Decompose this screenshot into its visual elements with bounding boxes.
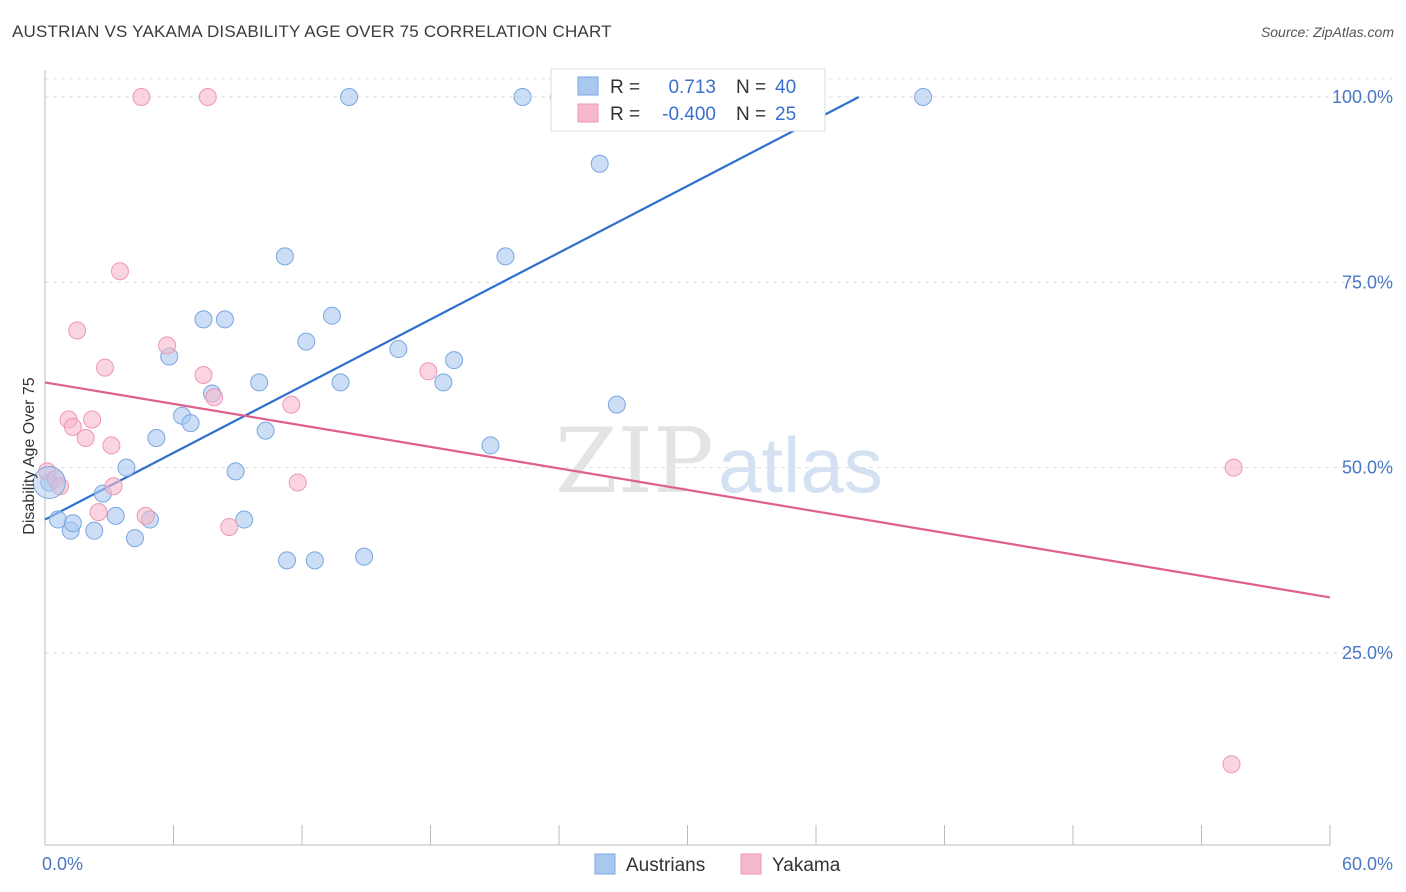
austrians-point-24 [305, 551, 324, 570]
axes: 25.0% 50.0% 75.0% 100.0% 0.0% 60.0% [42, 70, 1393, 874]
austrians-point-13 [181, 414, 200, 433]
legend-swatch-austrians [577, 76, 599, 96]
yakama-point-5 [68, 321, 87, 340]
trend-lines [44, 96, 1331, 599]
yakama-point-19 [220, 517, 239, 536]
yakama-point-18 [205, 388, 224, 407]
austrians-point-18 [235, 510, 254, 529]
legend-n-value-yakama: 25 [775, 104, 796, 125]
yakama-point-20 [282, 395, 301, 414]
austrians-point-32 [481, 436, 500, 455]
bottom-legend: Austrians Yakama [594, 853, 841, 876]
austrians-point-14 [194, 310, 213, 329]
y-tick-label-25: 25.0% [1342, 643, 1393, 663]
legend-n-label-austrians: N = [736, 77, 766, 98]
austrians-point-34 [513, 88, 532, 106]
watermark-atlas: atlas [718, 421, 883, 509]
austrians-point-33 [496, 247, 515, 266]
bottom-legend-swatch-austrians [594, 853, 616, 875]
y-tick-label-50: 50.0% [1342, 458, 1393, 478]
austrians-point-20 [256, 421, 275, 440]
austrians-trend-line [44, 96, 860, 521]
grid-lines [45, 78, 1392, 654]
yakama-point-16 [194, 366, 213, 384]
chart-title: AUSTRIAN VS YAKAMA DISABILITY AGE OVER 7… [12, 22, 612, 41]
yakama-point-24 [1222, 755, 1241, 774]
austrians-point-29 [389, 340, 408, 359]
austrians-point-22 [278, 551, 297, 570]
legend-n-value-austrians: 40 [775, 77, 796, 98]
legend: R = 0.713 N = 40 R = -0.400 N = 25 [550, 68, 826, 132]
yakama-point-23 [1224, 458, 1243, 477]
watermark: ZIP atlas [555, 409, 883, 514]
austrians-point-37 [607, 395, 626, 414]
austrians-point-30 [434, 373, 453, 392]
legend-swatch-yakama [577, 103, 599, 123]
austrians-point-36 [590, 154, 609, 173]
austrians-point-31 [445, 351, 464, 370]
legend-r-value-austrians: 0.713 [668, 77, 716, 98]
austrians-point-27 [340, 88, 359, 106]
bottom-legend-label-austrians: Austrians [626, 855, 705, 876]
austrians-point-19 [250, 373, 269, 392]
austrians-point-6 [106, 506, 125, 525]
austrians-point-17 [226, 462, 245, 481]
watermark-zip: ZIP [555, 409, 714, 514]
yakama-trend-line [44, 381, 1331, 599]
yakama-point-11 [104, 477, 123, 496]
bottom-legend-label-yakama: Yakama [772, 855, 841, 876]
austrians-point-7 [117, 458, 136, 477]
yakama-point-17 [198, 88, 217, 106]
y-tick-label-75: 75.0% [1342, 272, 1393, 292]
yakama-point-14 [136, 506, 155, 525]
austrians-point-3 [63, 514, 82, 533]
austrians-point-21 [275, 247, 294, 266]
legend-r-label-yakama: R = [610, 104, 640, 125]
bottom-legend-swatch-yakama [740, 853, 762, 875]
austrians-point-cluster [32, 465, 66, 499]
yakama-point-15 [158, 336, 177, 355]
yakama-point-4 [63, 417, 82, 436]
legend-r-label-austrians: R = [610, 77, 640, 98]
yakama-point-12 [110, 262, 129, 281]
yakama-point-13 [132, 88, 151, 106]
source-label: Source: ZipAtlas.com [1260, 24, 1394, 40]
yakama-point-6 [76, 429, 95, 448]
y-tick-label-100: 100.0% [1332, 87, 1393, 107]
yakama-point-8 [89, 503, 108, 522]
legend-n-label-yakama: N = [736, 104, 766, 125]
austrians-point-26 [331, 373, 350, 392]
yakama-point-9 [95, 358, 114, 377]
austrians-point-28 [355, 547, 374, 566]
austrians-point-10 [147, 429, 166, 448]
x-tick-label-0: 0.0% [42, 854, 83, 874]
austrians-point-16 [215, 310, 234, 329]
yakama-point-21 [288, 473, 307, 492]
austrians-point-23 [297, 332, 316, 351]
austrians-point-4 [85, 521, 104, 540]
yakama-point-7 [83, 410, 102, 429]
y-axis-label: Disability Age Over 75 [21, 377, 38, 535]
austrians-point-25 [322, 306, 341, 325]
austrians-point-8 [125, 529, 144, 548]
legend-r-value-yakama: -0.400 [662, 104, 716, 125]
yakama-point-22 [419, 362, 438, 381]
yakama-point-10 [102, 436, 121, 455]
x-tick-label-60: 60.0% [1342, 854, 1393, 874]
austrians-point-39 [914, 88, 933, 106]
